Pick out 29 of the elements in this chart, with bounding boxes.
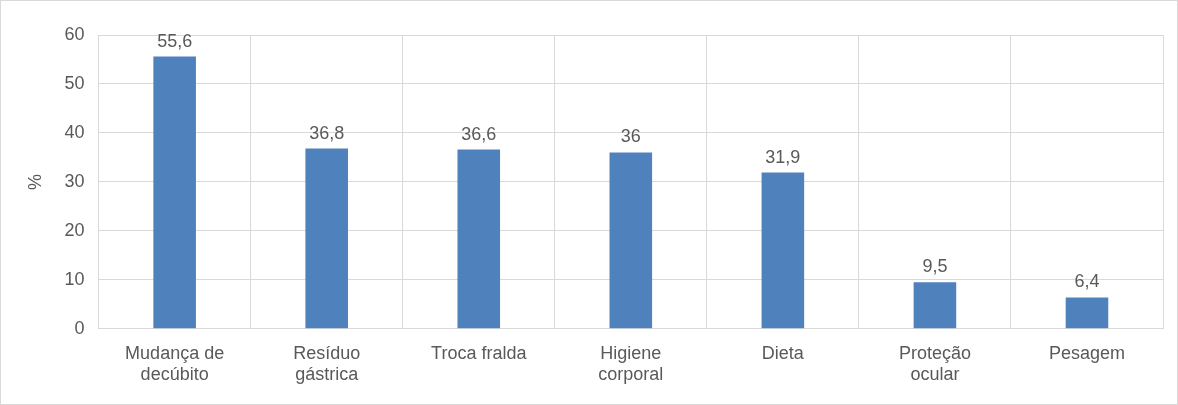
y-tick-label: 60	[64, 23, 85, 44]
y-tick-label: 50	[64, 72, 85, 93]
y-axis-title: %	[24, 173, 45, 190]
bar	[153, 56, 196, 329]
bar	[1065, 297, 1109, 329]
y-tick-label: 40	[64, 121, 85, 142]
bar	[913, 282, 957, 329]
x-tick-label: Higiene corporal	[598, 342, 664, 385]
data-label: 36	[620, 126, 641, 147]
y-tick-label: 10	[64, 268, 85, 289]
bar	[761, 172, 805, 329]
x-tick-label: Dieta	[761, 342, 805, 363]
bar	[305, 148, 348, 329]
x-tick-label: Troca fralda	[431, 342, 528, 363]
x-tick-label: Mudança de decúbito	[125, 342, 225, 385]
y-tick-label: 20	[64, 219, 85, 240]
x-tick-label: Proteção ocular	[898, 342, 971, 385]
data-label: 36,6	[461, 123, 497, 144]
data-label: 36,8	[309, 122, 345, 143]
x-tick-label: Pesagem	[1048, 342, 1125, 363]
data-label: 6,4	[1074, 271, 1100, 292]
data-label: 9,5	[922, 256, 948, 277]
data-label: 31,9	[765, 146, 801, 167]
x-tick-label: Resíduo gástrica	[293, 342, 361, 385]
data-label: 55,6	[157, 30, 193, 51]
bar	[609, 152, 653, 329]
bar	[457, 149, 501, 329]
y-tick-label: 30	[64, 170, 85, 191]
y-tick-label: 0	[74, 317, 85, 338]
